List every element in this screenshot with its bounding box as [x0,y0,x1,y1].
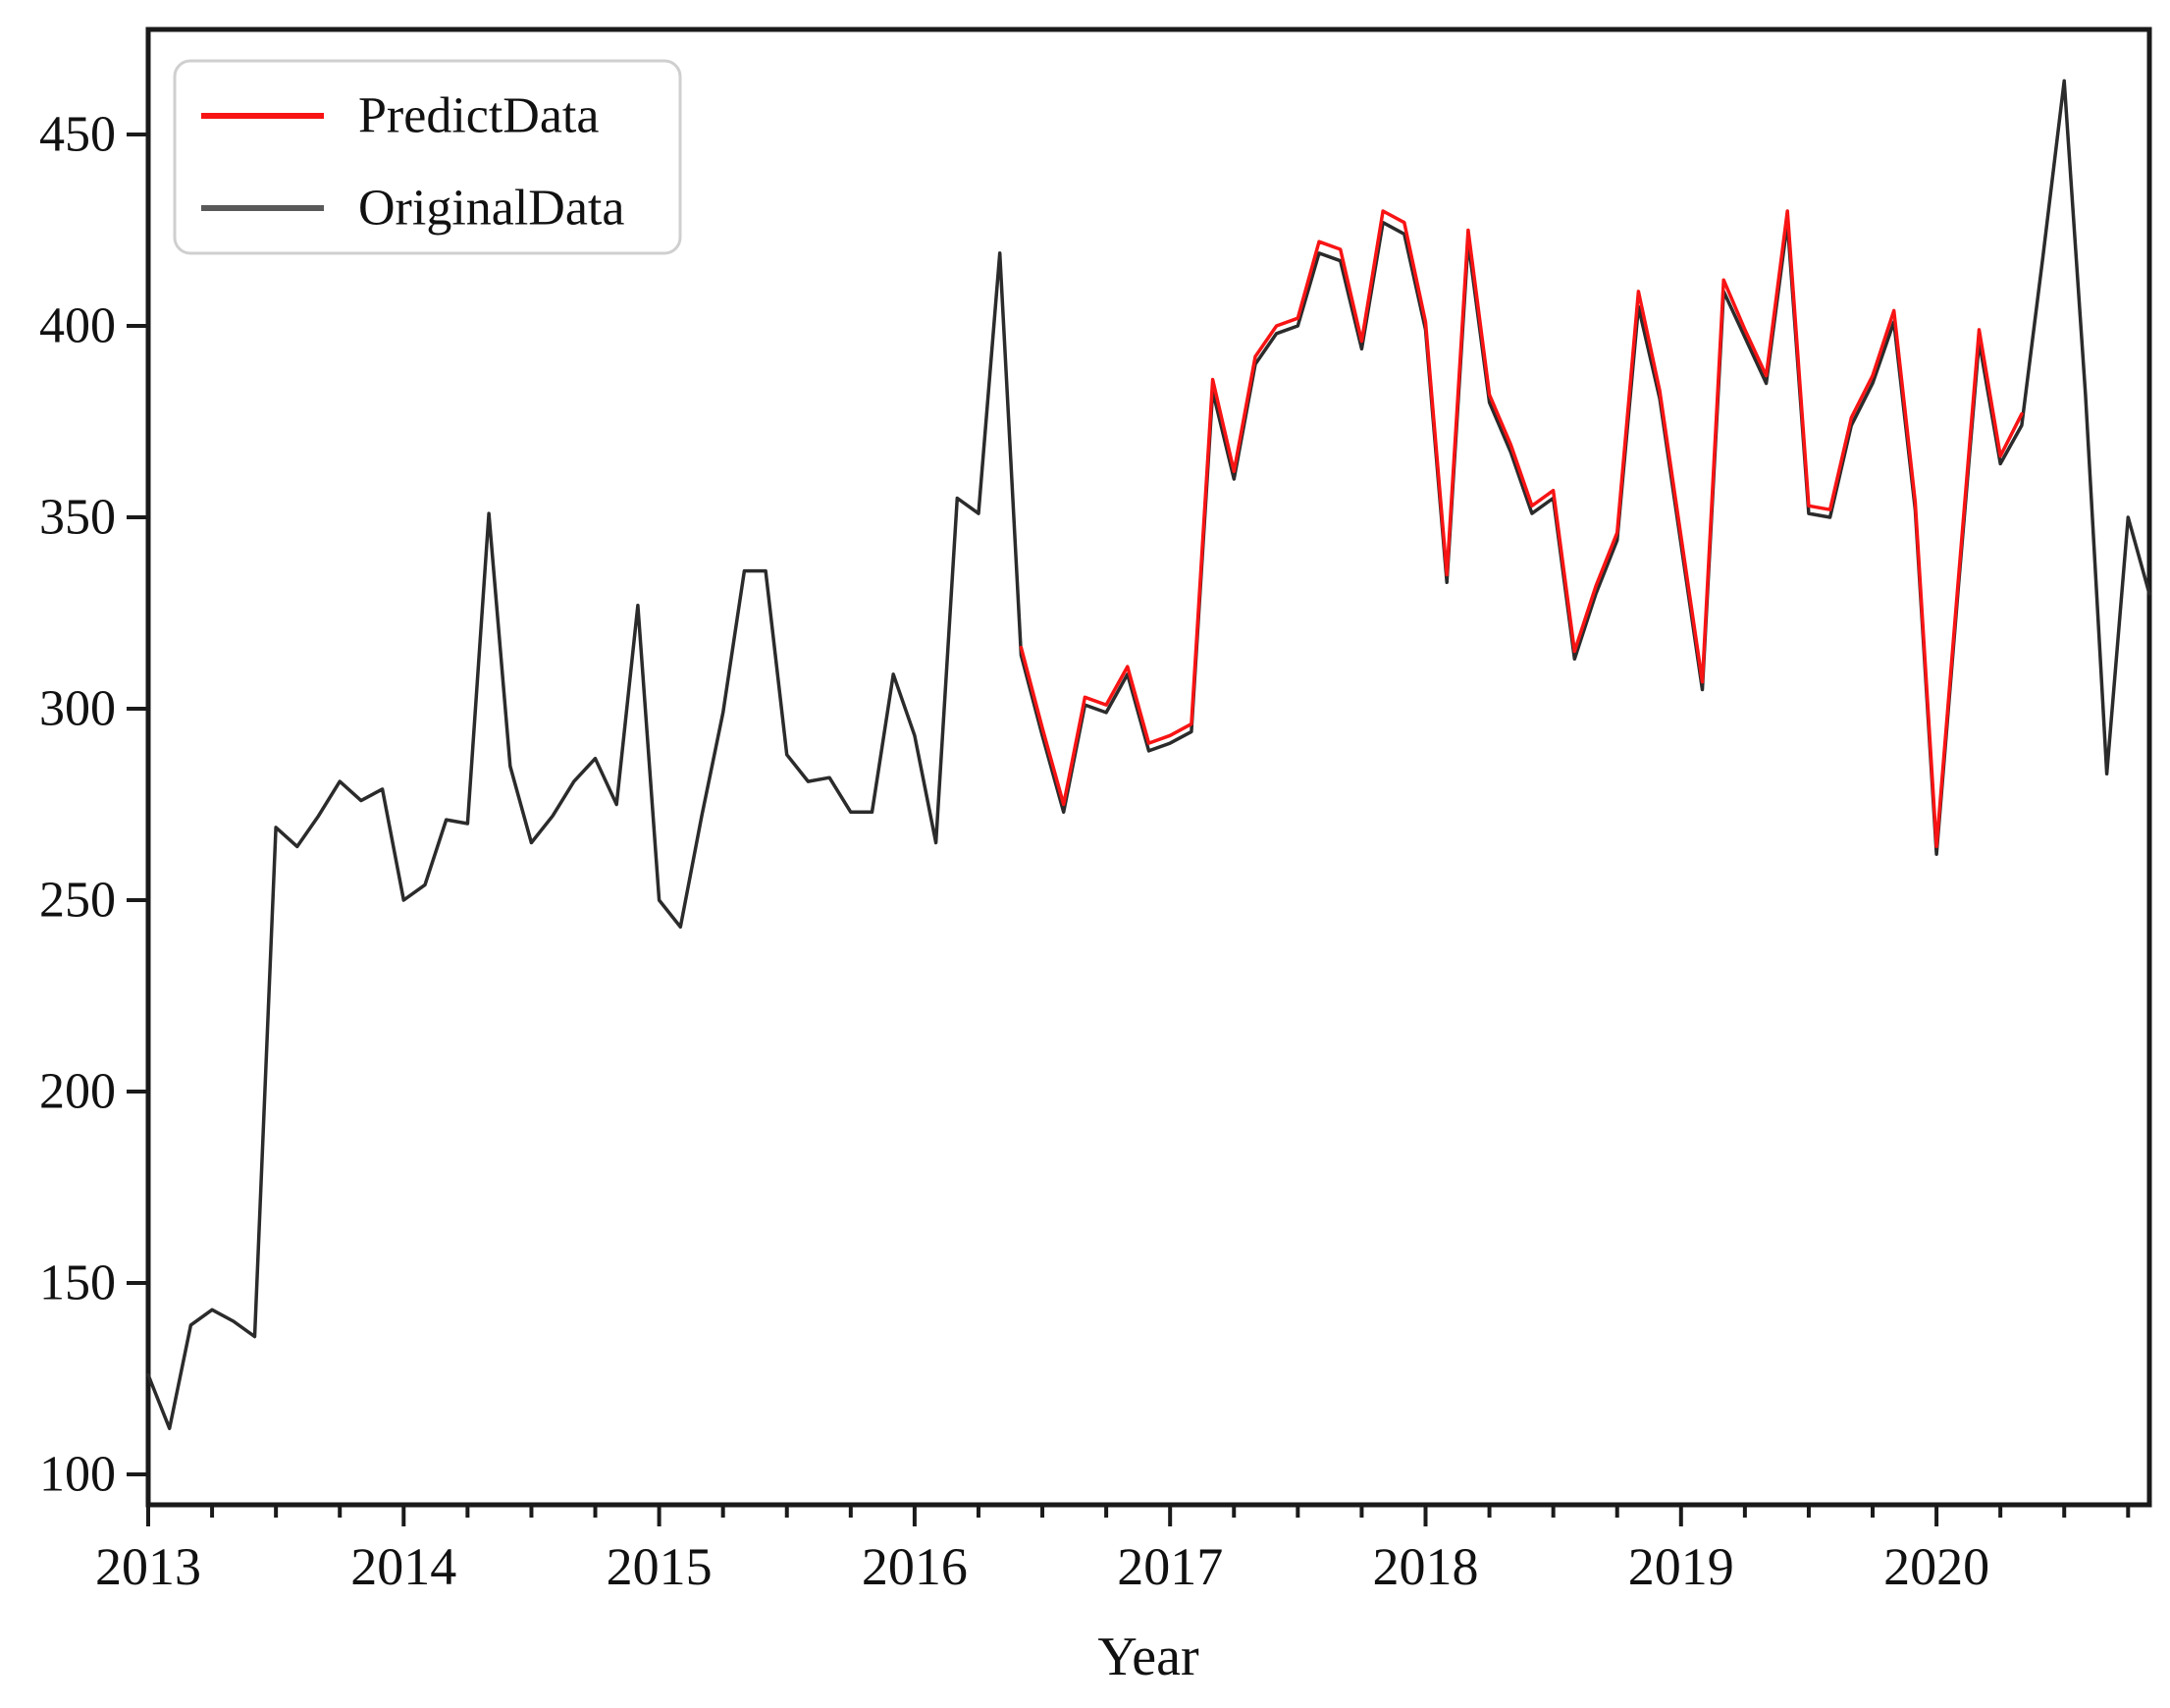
x-tick-label-2018: 2018 [1372,1537,1478,1596]
x-tick-label-2019: 2019 [1628,1537,1734,1596]
y-tick-label-100: 100 [39,1447,116,1503]
x-axis-tick-labels: 2013 2014 2015 2016 2017 2018 2019 2020 [95,1537,1989,1596]
y-tick-label-450: 450 [39,107,116,163]
legend-label-originaldata: OriginalData [358,181,624,237]
y-tick-label-200: 200 [39,1064,116,1120]
legend: PredictData OriginalData [173,59,682,255]
x-tick-label-2013: 2013 [95,1537,201,1596]
x-tick-label-2014: 2014 [350,1537,456,1596]
x-tick-label-2020: 2020 [1883,1537,1989,1596]
data-series [146,79,2151,1430]
y-axis-ticks [127,133,148,1476]
plot-border [145,27,2152,1508]
x-axis-ticks [146,1505,2131,1526]
legend-label-predictdata: PredictData [358,88,599,144]
x-tick-label-2015: 2015 [607,1537,713,1596]
y-tick-label-150: 150 [39,1255,116,1311]
y-axis-tick-labels: 100 150 200 250 300 350 400 450 [39,107,116,1503]
originaldata-line [146,79,2151,1430]
y-tick-label-300: 300 [39,681,116,737]
x-tick-label-2017: 2017 [1117,1537,1223,1596]
predictdata-line [1019,209,2024,849]
x-axis-label: Year [1097,1627,1199,1687]
y-tick-label-250: 250 [39,873,116,929]
y-tick-label-400: 400 [39,298,116,354]
x-tick-label-2016: 2016 [862,1537,968,1596]
y-tick-label-350: 350 [39,490,116,546]
